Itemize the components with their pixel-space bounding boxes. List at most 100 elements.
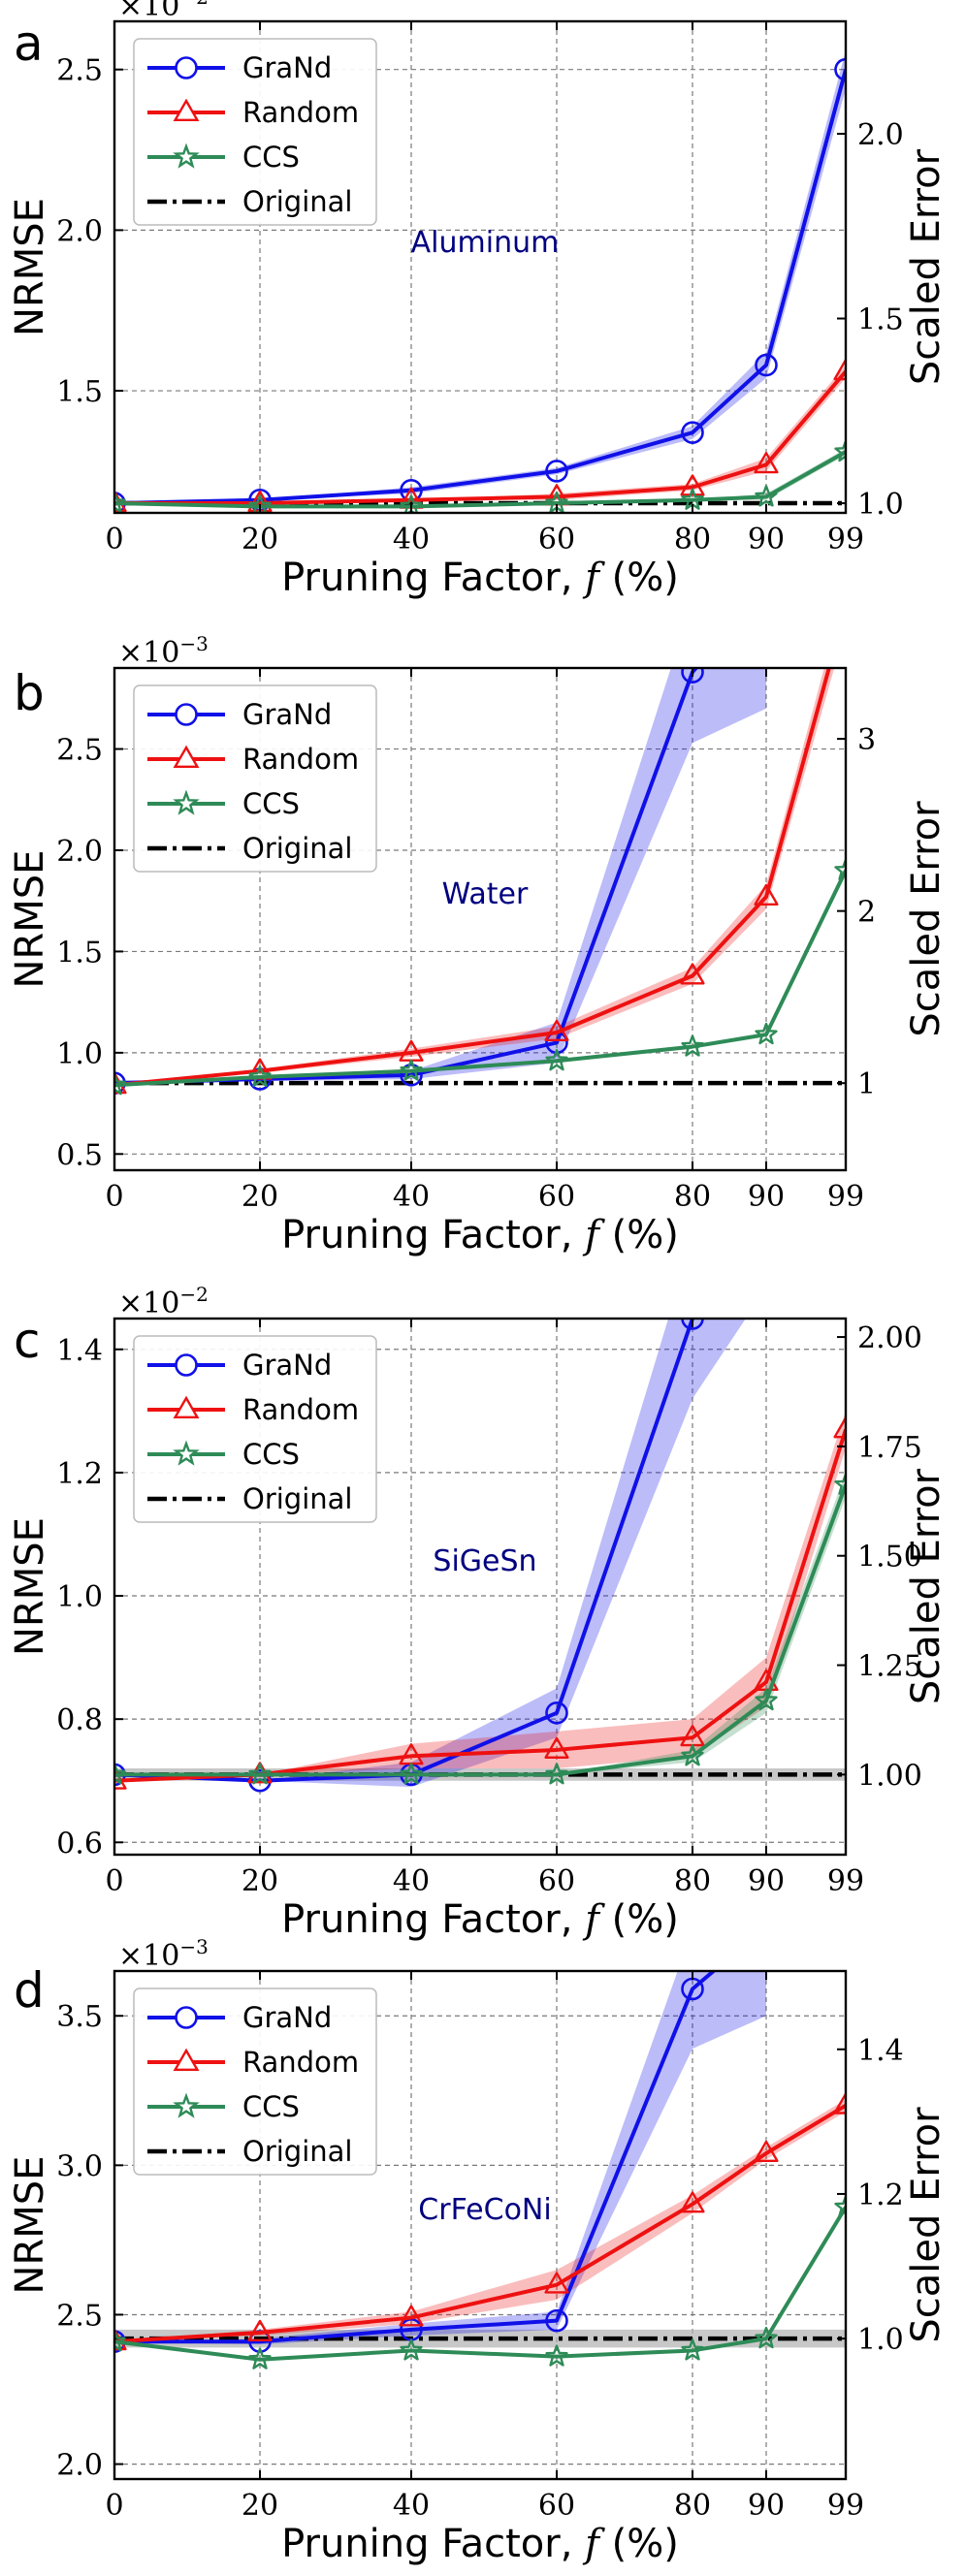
legend-label-original: Original	[242, 1482, 352, 1515]
x-tick-label: 0	[105, 1180, 123, 1214]
legend-label-original: Original	[242, 2135, 352, 2168]
series-line-grand	[114, 69, 846, 506]
y2-tick-label: 1.5	[857, 303, 904, 337]
point-ccs	[545, 1763, 568, 1785]
y-tick-label: 3.5	[56, 2000, 103, 2034]
legend-label-grand: GraNd	[242, 2001, 332, 2034]
x-tick-label: 40	[393, 1864, 430, 1898]
point-ccs	[400, 1763, 423, 1785]
x-tick-label: 20	[242, 1180, 278, 1214]
point-grand	[545, 2308, 568, 2333]
y2-axis-title: Scaled Error	[904, 148, 949, 385]
x-tick-label: 60	[538, 1180, 575, 1214]
y2-tick-label: 1.75	[857, 1431, 922, 1465]
panel-label: d	[14, 1962, 45, 2019]
y-axis-title: NRMSE	[8, 850, 52, 989]
series-line-ccs	[114, 1483, 846, 1777]
legend-marker-ccs	[173, 2092, 200, 2118]
x-tick-label: 90	[748, 1180, 785, 1214]
legend-marker-ccs	[173, 143, 200, 169]
band-random	[114, 2099, 846, 2342]
x-tick-label: 90	[748, 2489, 785, 2523]
point-ccs	[755, 485, 778, 507]
y2-tick-label: 1	[857, 1067, 876, 1101]
point-ccs	[400, 2338, 423, 2361]
point-random	[833, 358, 846, 381]
material-label: Aluminum	[411, 226, 560, 260]
point-random	[680, 474, 705, 496]
axes-frame	[113, 1317, 848, 1857]
legend-marker-grand	[175, 703, 198, 726]
legend-box	[133, 684, 377, 873]
y-tick-label: 1.5	[56, 375, 103, 409]
x-tick-label: 40	[393, 1180, 430, 1214]
point-ccs	[248, 2347, 272, 2369]
point-ccs	[114, 1763, 126, 1785]
y-tick-label: 1.2	[56, 1457, 103, 1491]
point-grand	[757, 577, 777, 597]
legend-label-grand: GraNd	[242, 698, 332, 731]
y2-tick-label: 1.0	[857, 488, 904, 522]
legend-box	[133, 38, 377, 226]
point-grand	[681, 668, 704, 684]
point-ccs	[755, 1022, 778, 1045]
y-tick-label: 1.0	[56, 1037, 103, 1071]
point-ccs	[248, 1763, 272, 1785]
panel-label: a	[14, 16, 44, 72]
panel-d: d ×10−3 0 20 40 60 80 90 99 2.0 2.5 3.0 3.5 1.0 1.2 1.4…	[8, 1935, 949, 2566]
point-ccs	[114, 491, 126, 513]
point-ccs	[834, 858, 846, 880]
point-random	[247, 2319, 273, 2341]
plot-area	[114, 1319, 846, 1793]
axes-frame	[113, 19, 848, 515]
y2-tick-label: 2.00	[857, 1321, 922, 1355]
point-ccs	[114, 2330, 126, 2352]
series-line-random	[114, 668, 831, 1088]
y2-tick-label: 2	[857, 896, 876, 930]
y-tick-label: 0.6	[56, 1827, 103, 1860]
point-grand	[400, 1064, 423, 1087]
panel-c: c ×10−2 0 20 40 60 80 90 99 0.6 0.8 1.0 1.2 1.4 1.00 1.…	[8, 1283, 949, 1942]
plot-area	[114, 1971, 846, 2369]
series-line-ccs	[114, 869, 846, 1088]
x-tick-label: 99	[827, 2489, 864, 2523]
legend-marker-random	[173, 98, 200, 121]
legend-marker-random	[173, 745, 200, 768]
x-tick-label: 0	[105, 2489, 123, 2523]
x-axis-title: Pruning Factor, f (%)	[281, 1897, 679, 1942]
x-axis-title: Pruning Factor, f (%)	[281, 556, 679, 600]
legend-marker-ccs	[173, 1440, 200, 1466]
axis-scale-factor: ×10−3	[118, 632, 209, 670]
legend-label-random: Random	[242, 743, 359, 776]
point-ccs	[681, 1034, 704, 1057]
axes-frame	[113, 666, 848, 1172]
x-tick-label: 80	[674, 1180, 711, 1214]
point-ccs	[545, 2344, 568, 2367]
y-tick-label: 3.0	[56, 2149, 103, 2183]
x-tick-label: 60	[538, 1864, 575, 1898]
y-tick-label: 1.4	[56, 1334, 103, 1368]
x-tick-label: 0	[105, 1864, 123, 1898]
x-tick-label: 20	[242, 2489, 278, 2523]
panel-b: b ×10−3 0 20 40 60 80 90 99 0.5 1.0 1.5 2.0 2.5 1 2 3 Pru…	[8, 577, 949, 1257]
y-tick-label: 0.8	[56, 1703, 103, 1737]
y-tick-label: 2.5	[56, 2299, 103, 2333]
y2-tick-label: 3	[857, 723, 876, 757]
legend-label-original: Original	[242, 832, 352, 865]
y-tick-label: 1.0	[56, 1580, 103, 1614]
legend-marker-grand	[175, 1353, 198, 1377]
y-tick-label: 2.0	[56, 835, 103, 869]
y2-axis-title: Scaled Error	[904, 1468, 949, 1704]
x-axis-title: Pruning Factor, f (%)	[281, 1213, 679, 1257]
axis-scale-factor: ×10−3	[118, 1935, 209, 1973]
point-random	[544, 2272, 569, 2294]
band-grand	[114, 1319, 746, 1788]
legend-label-random: Random	[242, 96, 359, 129]
y-tick-label: 2.0	[56, 214, 103, 248]
legend-marker-grand	[175, 56, 198, 80]
y2-axis-title: Scaled Error	[904, 2107, 949, 2343]
point-random	[544, 1736, 569, 1759]
point-random	[247, 1762, 273, 1784]
legend-marker-ccs	[173, 789, 200, 815]
